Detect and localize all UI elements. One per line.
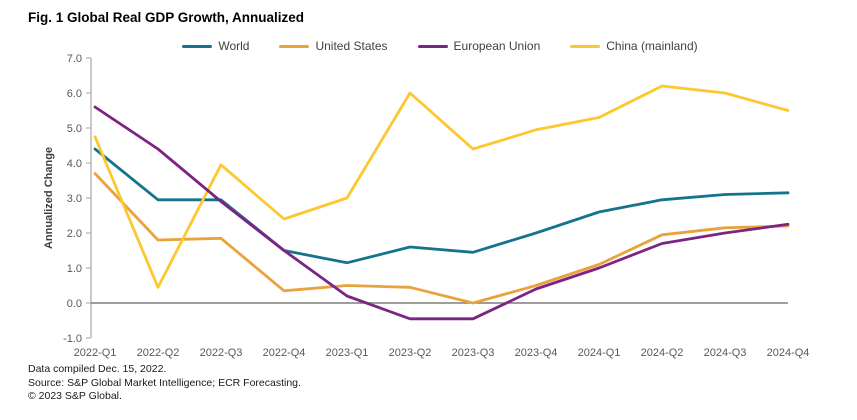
x-axis-tick-label: 2023-Q2 bbox=[389, 347, 432, 359]
legend-label-china-mainland: China (mainland) bbox=[606, 39, 698, 53]
x-axis-tick-label: 2022-Q4 bbox=[263, 347, 306, 359]
x-axis-tick-label: 2022-Q3 bbox=[200, 347, 243, 359]
y-axis-tick-label: 4.0 bbox=[67, 158, 82, 170]
y-axis-tick-label: 0.0 bbox=[67, 298, 82, 310]
legend-swatch-united-states bbox=[279, 44, 310, 48]
legend-swatch-china-mainland bbox=[570, 44, 601, 48]
y-axis-tick-label: -1.0 bbox=[63, 333, 82, 345]
x-axis-tick-label: 2024-Q1 bbox=[578, 347, 621, 359]
chart-legend: World United States European Union China… bbox=[90, 38, 790, 54]
legend-item-world: World bbox=[182, 40, 249, 52]
y-axis-title: Annualized Change bbox=[43, 147, 55, 249]
legend-label-united-states: United States bbox=[315, 39, 388, 53]
series-line-world bbox=[93, 147, 790, 265]
x-axis-tick-label: 2022-Q2 bbox=[137, 347, 180, 359]
legend-item-european-union: European Union bbox=[417, 39, 541, 53]
x-axis-tick-label: 2022-Q1 bbox=[74, 347, 117, 359]
source-note-copyright: © 2023 S&P Global. bbox=[28, 390, 122, 402]
series-line-united-states bbox=[93, 172, 790, 305]
y-axis-tick-label: 1.0 bbox=[67, 263, 82, 275]
x-axis-tick-label: 2023-Q4 bbox=[515, 347, 558, 359]
x-axis-tick-label: 2023-Q1 bbox=[326, 347, 369, 359]
x-axis-tick-label: 2024-Q3 bbox=[704, 347, 747, 359]
legend-item-china-mainland: China (mainland) bbox=[570, 39, 698, 53]
legend-swatch-european-union bbox=[417, 44, 448, 48]
x-axis-tick-label: 2024-Q4 bbox=[767, 347, 810, 359]
x-axis-tick-label: 2023-Q3 bbox=[452, 347, 495, 359]
x-axis-tick-label: 2024-Q2 bbox=[641, 347, 684, 359]
y-axis-tick-label: 7.0 bbox=[67, 53, 82, 65]
legend-item-united-states: United States bbox=[279, 39, 388, 53]
y-axis-tick-label: 2.0 bbox=[67, 228, 82, 240]
source-note: Data compiled Dec. 15, 2022. Source: S&P… bbox=[28, 363, 301, 404]
chart-title: Fig. 1 Global Real GDP Growth, Annualize… bbox=[28, 10, 305, 25]
legend-label-world: World bbox=[218, 39, 250, 53]
series-line-european-union bbox=[93, 105, 790, 321]
y-axis-tick-label: 3.0 bbox=[67, 193, 82, 205]
source-note-compiled: Data compiled Dec. 15, 2022. bbox=[28, 363, 167, 375]
y-axis-tick-label: 6.0 bbox=[67, 88, 82, 100]
legend-swatch-world bbox=[182, 44, 213, 48]
y-axis-tick-label: 5.0 bbox=[67, 123, 82, 135]
source-note-source: Source: S&P Global Market Intelligence; … bbox=[28, 376, 301, 389]
series-line-china-mainland bbox=[93, 84, 790, 289]
legend-label-european-union: European Union bbox=[453, 39, 541, 53]
